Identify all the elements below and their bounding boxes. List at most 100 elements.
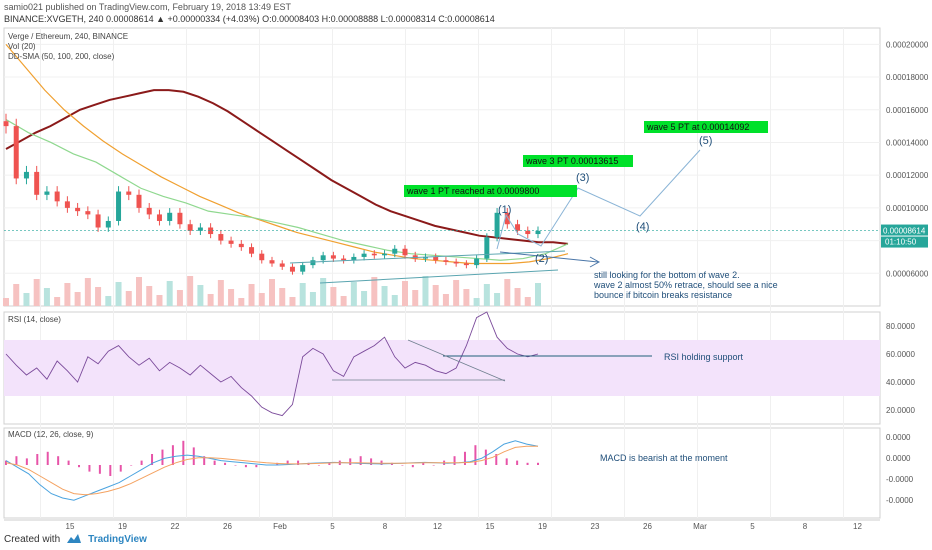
time-axis-tick: 19 — [538, 522, 547, 531]
pane-frame-0 — [3, 27, 881, 307]
volume-bar — [361, 291, 368, 306]
wave-projection-line — [496, 149, 701, 250]
volume-bar — [3, 298, 9, 306]
time-axis-tick: 5 — [330, 522, 335, 531]
sma-200-line — [5, 89, 569, 245]
candle-body — [146, 207, 152, 215]
candle-body — [422, 256, 428, 259]
macd-histogram-bar — [297, 460, 300, 465]
wave-count-2: (2) — [535, 253, 548, 265]
volume-bar — [350, 282, 357, 306]
candle-body — [197, 227, 203, 231]
volume-bar — [289, 297, 296, 306]
macd-histogram-bar — [171, 445, 174, 465]
candle-body — [443, 260, 449, 262]
candle-body — [351, 256, 357, 261]
volume-bar — [463, 289, 470, 306]
macd-histogram-bar — [140, 460, 143, 465]
wave-count-5: (5) — [699, 135, 712, 147]
wave-label-5: wave 5 PT at 0.00014092 — [646, 122, 749, 132]
macd-histogram-bar — [182, 440, 185, 465]
arrow-line — [499, 251, 599, 263]
candle-body — [525, 230, 531, 235]
macd-histogram-bar — [484, 449, 487, 465]
volume-bar — [228, 289, 235, 306]
time-axis-tick: 12 — [853, 522, 862, 531]
macd-axis-tick: -0.0000 — [886, 496, 914, 505]
tradingview-brand[interactable]: TradingView — [88, 533, 147, 545]
macd-histogram-bar — [46, 451, 49, 465]
volume-bar — [176, 290, 183, 306]
macd-histogram-bar — [526, 462, 529, 465]
macd-histogram-bar — [463, 451, 466, 465]
candle-body — [310, 260, 316, 266]
volume-bar — [187, 276, 194, 306]
macd-line — [5, 440, 539, 501]
macd-histogram-bar — [349, 458, 352, 465]
volume-bar — [217, 280, 224, 306]
volume-bar — [504, 279, 511, 306]
volume-bar — [23, 293, 30, 306]
macd-signal-line — [5, 445, 538, 496]
price-axis-tick: 0.00020000 — [886, 40, 929, 49]
candle-body — [44, 191, 50, 195]
volume-bar — [156, 295, 163, 306]
candle-body — [136, 194, 142, 208]
arrow-head-icon — [589, 256, 601, 268]
macd-histogram-bar — [317, 465, 320, 466]
candle-body — [249, 247, 255, 254]
volume-bar — [524, 297, 531, 306]
volume-bar — [391, 295, 398, 306]
wave2-note-line: wave 2 almost 50% retrace, should see a … — [593, 280, 778, 290]
candle-body — [330, 255, 336, 259]
macd-histogram-bar — [151, 454, 154, 465]
candle-body — [208, 227, 214, 235]
candle-body — [75, 207, 81, 212]
volume-bar — [494, 293, 501, 306]
rsi-axis-tick: 40.0000 — [886, 378, 915, 387]
candle-body — [463, 263, 469, 266]
volume-bar — [54, 297, 61, 306]
volume-bar — [207, 294, 214, 306]
last-price-label: 0.00008614 — [883, 227, 926, 236]
wave-label-1: wave 1 PT reached at 0.0009800 — [406, 186, 539, 196]
macd-histogram-bar — [234, 465, 237, 466]
trend-drawings — [289, 149, 701, 284]
volume-bar — [146, 286, 153, 306]
volume-bar — [105, 296, 112, 306]
candle-body — [433, 256, 439, 261]
time-axis-tick: 26 — [223, 522, 232, 531]
wave2-note-line: still looking for the bottom of wave 2. — [594, 270, 740, 280]
time-axis-tick: 15 — [66, 522, 75, 531]
candle-body — [3, 121, 9, 127]
countdown-label: 01:10:50 — [885, 238, 917, 247]
rsi-axis-tick: 60.0000 — [886, 350, 915, 359]
candle-body — [402, 248, 408, 256]
candle-body — [320, 255, 326, 261]
macd-histogram-bar — [109, 465, 112, 476]
macd-histogram-bar — [130, 465, 133, 466]
macd-histogram-bar — [474, 445, 477, 465]
macd-histogram-bar — [88, 465, 91, 472]
candle-body — [494, 212, 500, 238]
volume-bar — [74, 292, 81, 306]
tradingview-logo-icon — [67, 534, 82, 543]
macd-histogram-bar — [224, 462, 227, 465]
time-axis-tick: Mar — [693, 522, 707, 531]
candle-body — [238, 243, 244, 248]
volume-legend: Vol (20) — [8, 42, 36, 51]
time-axis-tick: 5 — [750, 522, 755, 531]
candle-body — [54, 191, 60, 202]
candle-body — [105, 220, 111, 228]
macd-histogram-bar — [78, 465, 81, 468]
macd-histogram-bar — [67, 460, 70, 465]
header-line2: BINANCE:XVGETH, 240 0.00008614 ▲ +0.0000… — [4, 14, 495, 24]
volume-bar — [279, 288, 286, 306]
macd-pane — [5, 440, 539, 501]
time-axis-tick: 23 — [591, 522, 600, 531]
wave-label-bg — [644, 121, 768, 133]
rsi-pane — [4, 311, 880, 417]
volume-bar — [309, 292, 316, 306]
candle-body — [289, 266, 295, 272]
